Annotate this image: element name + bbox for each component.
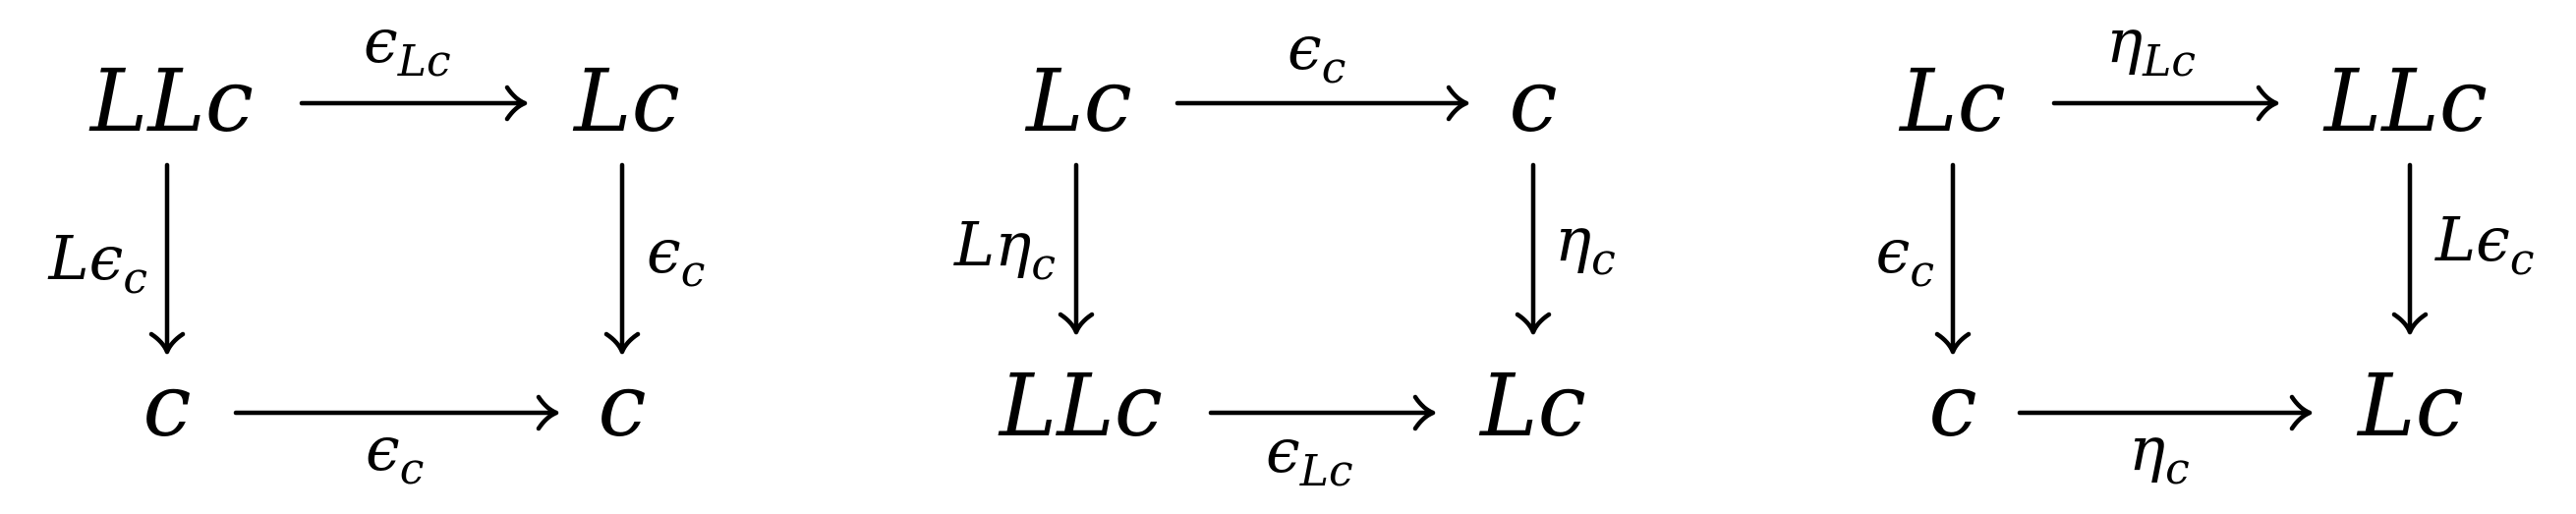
label-right: Lϵc (2434, 203, 2535, 285)
label-bottom: ηc (2129, 413, 2190, 494)
node-top-right: Lc (572, 50, 680, 151)
node-bottom-right: Lc (1478, 355, 1586, 456)
node-bottom-right: Lc (2356, 355, 2464, 456)
arrow-top (1174, 85, 1469, 122)
node-bottom-right: c (598, 355, 646, 456)
node-bottom-left: c (143, 355, 191, 456)
label-left: Lϵc (47, 222, 147, 304)
arrow-left (1934, 162, 1972, 355)
label-right: ϵc (647, 215, 705, 297)
arrow-bottom (233, 394, 559, 431)
arrow-bottom (2017, 394, 2313, 431)
arrow-right (1515, 162, 1552, 335)
label-right: ηc (1555, 203, 1616, 285)
label-top: ηLc (2106, 5, 2196, 86)
node-top-left: Lc (1898, 50, 2006, 151)
label-top: ϵLc (364, 5, 451, 86)
node-top-right: c (1509, 50, 1557, 151)
arrow-left (1058, 162, 1095, 335)
arrow-right (2391, 162, 2429, 335)
arrow-left (148, 162, 186, 355)
label-left: ϵc (1876, 215, 1934, 297)
diagram-1: LLc Lc c c ϵLc Lϵc ϵc ϵc (47, 5, 705, 494)
node-bottom-left: LLc (998, 355, 1163, 456)
arrow-right (603, 162, 641, 355)
diagram-2: Lc c LLc Lc ϵc Lηc ηc ϵLc (953, 12, 1616, 496)
label-bottom: ϵc (366, 413, 424, 494)
arrow-top (2051, 85, 2279, 122)
node-bottom-left: c (1928, 355, 1976, 456)
arrow-top (299, 85, 528, 122)
label-top: ϵc (1288, 12, 1345, 93)
node-top-right: LLc (2322, 50, 2488, 151)
node-top-left: LLc (88, 50, 254, 151)
arrow-bottom (1208, 394, 1436, 431)
label-bottom: ϵLc (1266, 415, 1353, 496)
label-left: Lηc (953, 208, 1056, 290)
node-top-left: Lc (1024, 50, 1132, 151)
diagram-3: Lc LLc c Lc ηLc ϵc Lϵc ηc (1876, 5, 2535, 494)
